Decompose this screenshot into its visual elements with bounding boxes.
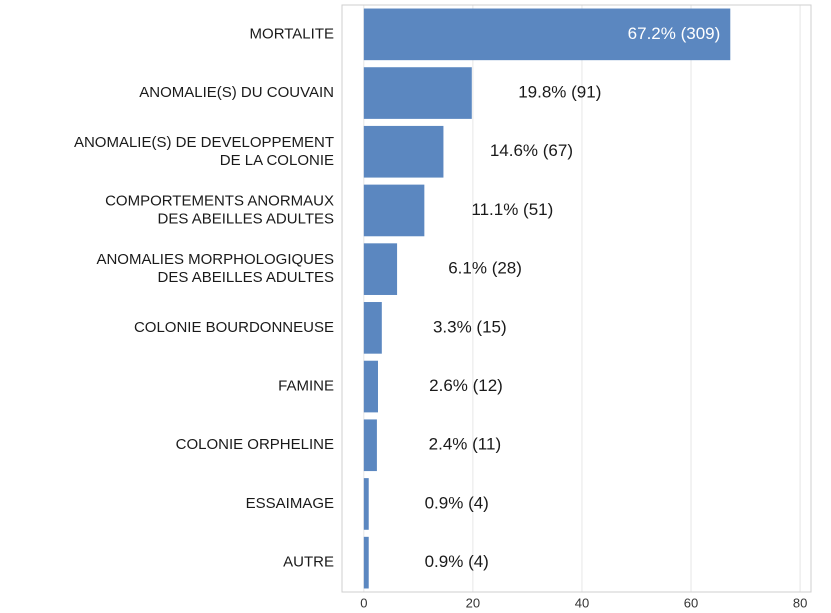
x-tick-label: 40 xyxy=(575,595,589,610)
bar xyxy=(363,8,731,61)
bar xyxy=(363,536,369,589)
value-label: 0.9% (4) xyxy=(425,552,489,571)
value-label: 19.8% (91) xyxy=(518,83,601,102)
category-label: ANOMALIES MORPHOLOGIQUES DES ABEILLES ADU… xyxy=(96,251,334,286)
category-label: COMPORTEMENTS ANORMAUX DES ABEILLES ADULT… xyxy=(105,192,334,227)
category-label: ANOMALIE(S) DU COUVAIN xyxy=(139,84,334,101)
bar xyxy=(363,125,444,178)
bar xyxy=(363,67,472,119)
value-label: 2.6% (12) xyxy=(429,376,503,395)
category-label: FAMINE xyxy=(278,378,334,395)
value-label: 11.1% (51) xyxy=(471,200,553,219)
value-label: 6.1% (28) xyxy=(448,259,522,278)
bar xyxy=(363,478,369,530)
value-label: 14.6% (67) xyxy=(490,141,573,160)
category-label: COLONIE ORPHELINE xyxy=(176,436,334,453)
value-label: 0.9% (4) xyxy=(425,493,489,512)
category-label: MORTALITE xyxy=(250,25,334,42)
bar xyxy=(363,360,378,413)
x-tick-label: 60 xyxy=(684,595,698,610)
value-label: 67.2% (309) xyxy=(628,24,721,43)
category-label: AUTRE xyxy=(283,554,334,571)
bar xyxy=(363,184,425,237)
plot-border xyxy=(341,4,812,593)
x-tick-label: 20 xyxy=(466,595,480,610)
value-label: 2.4% (11) xyxy=(429,435,501,454)
category-label: ANOMALIE(S) DE DEVELOPPEMENT DE LA COLONI… xyxy=(74,134,334,169)
bar xyxy=(363,243,398,295)
bar xyxy=(363,419,377,472)
bar xyxy=(363,302,382,354)
category-label: ESSAIMAGE xyxy=(246,495,334,512)
x-tick-label: 80 xyxy=(793,595,807,610)
category-label: COLONIE BOURDONNEUSE xyxy=(134,319,334,336)
value-label: 3.3% (15) xyxy=(433,317,507,336)
x-tick-label: 0 xyxy=(360,595,367,610)
